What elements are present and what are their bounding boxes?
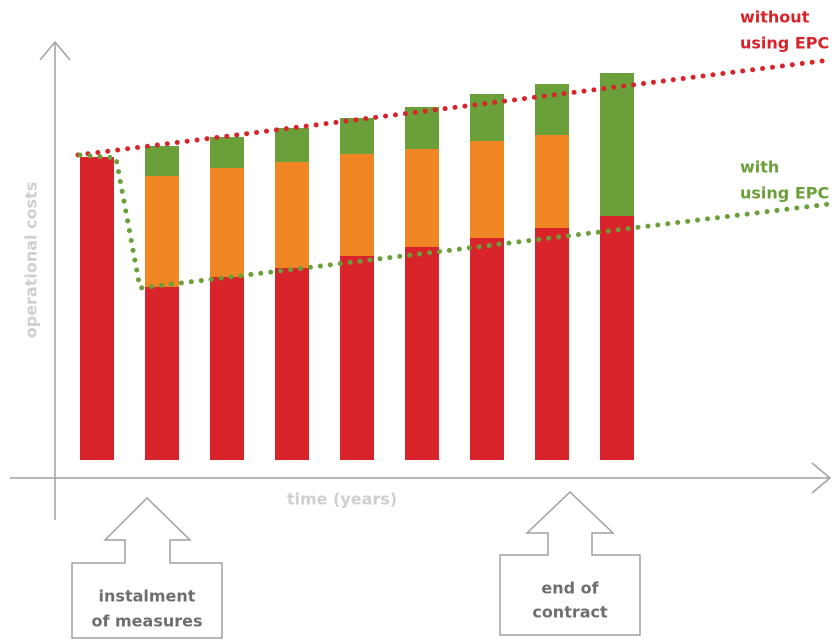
bar-segment: [535, 228, 569, 460]
y-arrow: [39, 40, 71, 61]
bar-segment: [470, 238, 504, 460]
bar-segment: [210, 168, 244, 277]
bar-segment: [275, 162, 309, 268]
bar-segment: [470, 141, 504, 238]
bar-segment: [600, 73, 634, 216]
bar-segment: [535, 135, 569, 228]
bar-segment: [275, 128, 309, 162]
annotation: using EPC: [740, 184, 829, 203]
bar-segment: [80, 157, 114, 460]
with-epc-line: [77, 152, 833, 291]
x-axis-label: time (years): [287, 490, 397, 509]
bar-segment: [210, 137, 244, 168]
annotation: with: [740, 158, 779, 177]
annotation: of measures: [91, 612, 202, 631]
bar-segment: [340, 118, 374, 154]
bar-segment: [340, 256, 374, 460]
bar-segment: [340, 154, 374, 256]
annotation: instalment: [99, 587, 196, 606]
bar-segment: [600, 216, 634, 460]
without-epc-line: [75, 57, 833, 158]
bar-segment: [470, 94, 504, 141]
end-callout: [499, 490, 641, 636]
start-callout: [71, 496, 223, 639]
annotation: without: [740, 8, 810, 27]
bar-segment: [275, 268, 309, 460]
axes: [10, 40, 832, 520]
bar-segment: [405, 107, 439, 149]
bar-segment: [405, 247, 439, 460]
bar-segment: [145, 176, 179, 287]
annotation: contract: [532, 603, 608, 622]
bar-segment: [145, 287, 179, 460]
bar-segment: [405, 149, 439, 247]
bars: [80, 73, 634, 460]
bar-segment: [145, 146, 179, 176]
bar-segment: [210, 277, 244, 460]
annotation: using EPC: [740, 34, 829, 53]
x-arrow: [811, 462, 832, 494]
y-axis-label: operational costs: [22, 182, 41, 339]
annotation: end of: [541, 579, 599, 598]
